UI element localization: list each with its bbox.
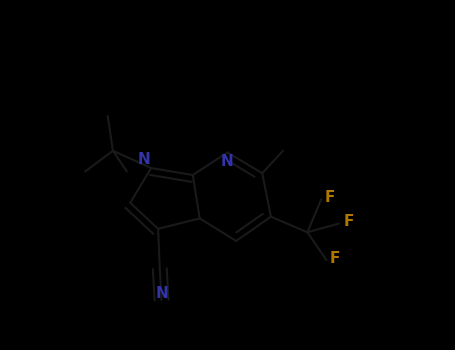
Text: N: N xyxy=(221,154,234,169)
Text: N: N xyxy=(138,152,151,167)
Text: F: F xyxy=(344,214,354,229)
Text: F: F xyxy=(325,190,335,205)
Text: F: F xyxy=(330,251,340,266)
Text: N: N xyxy=(155,286,168,301)
